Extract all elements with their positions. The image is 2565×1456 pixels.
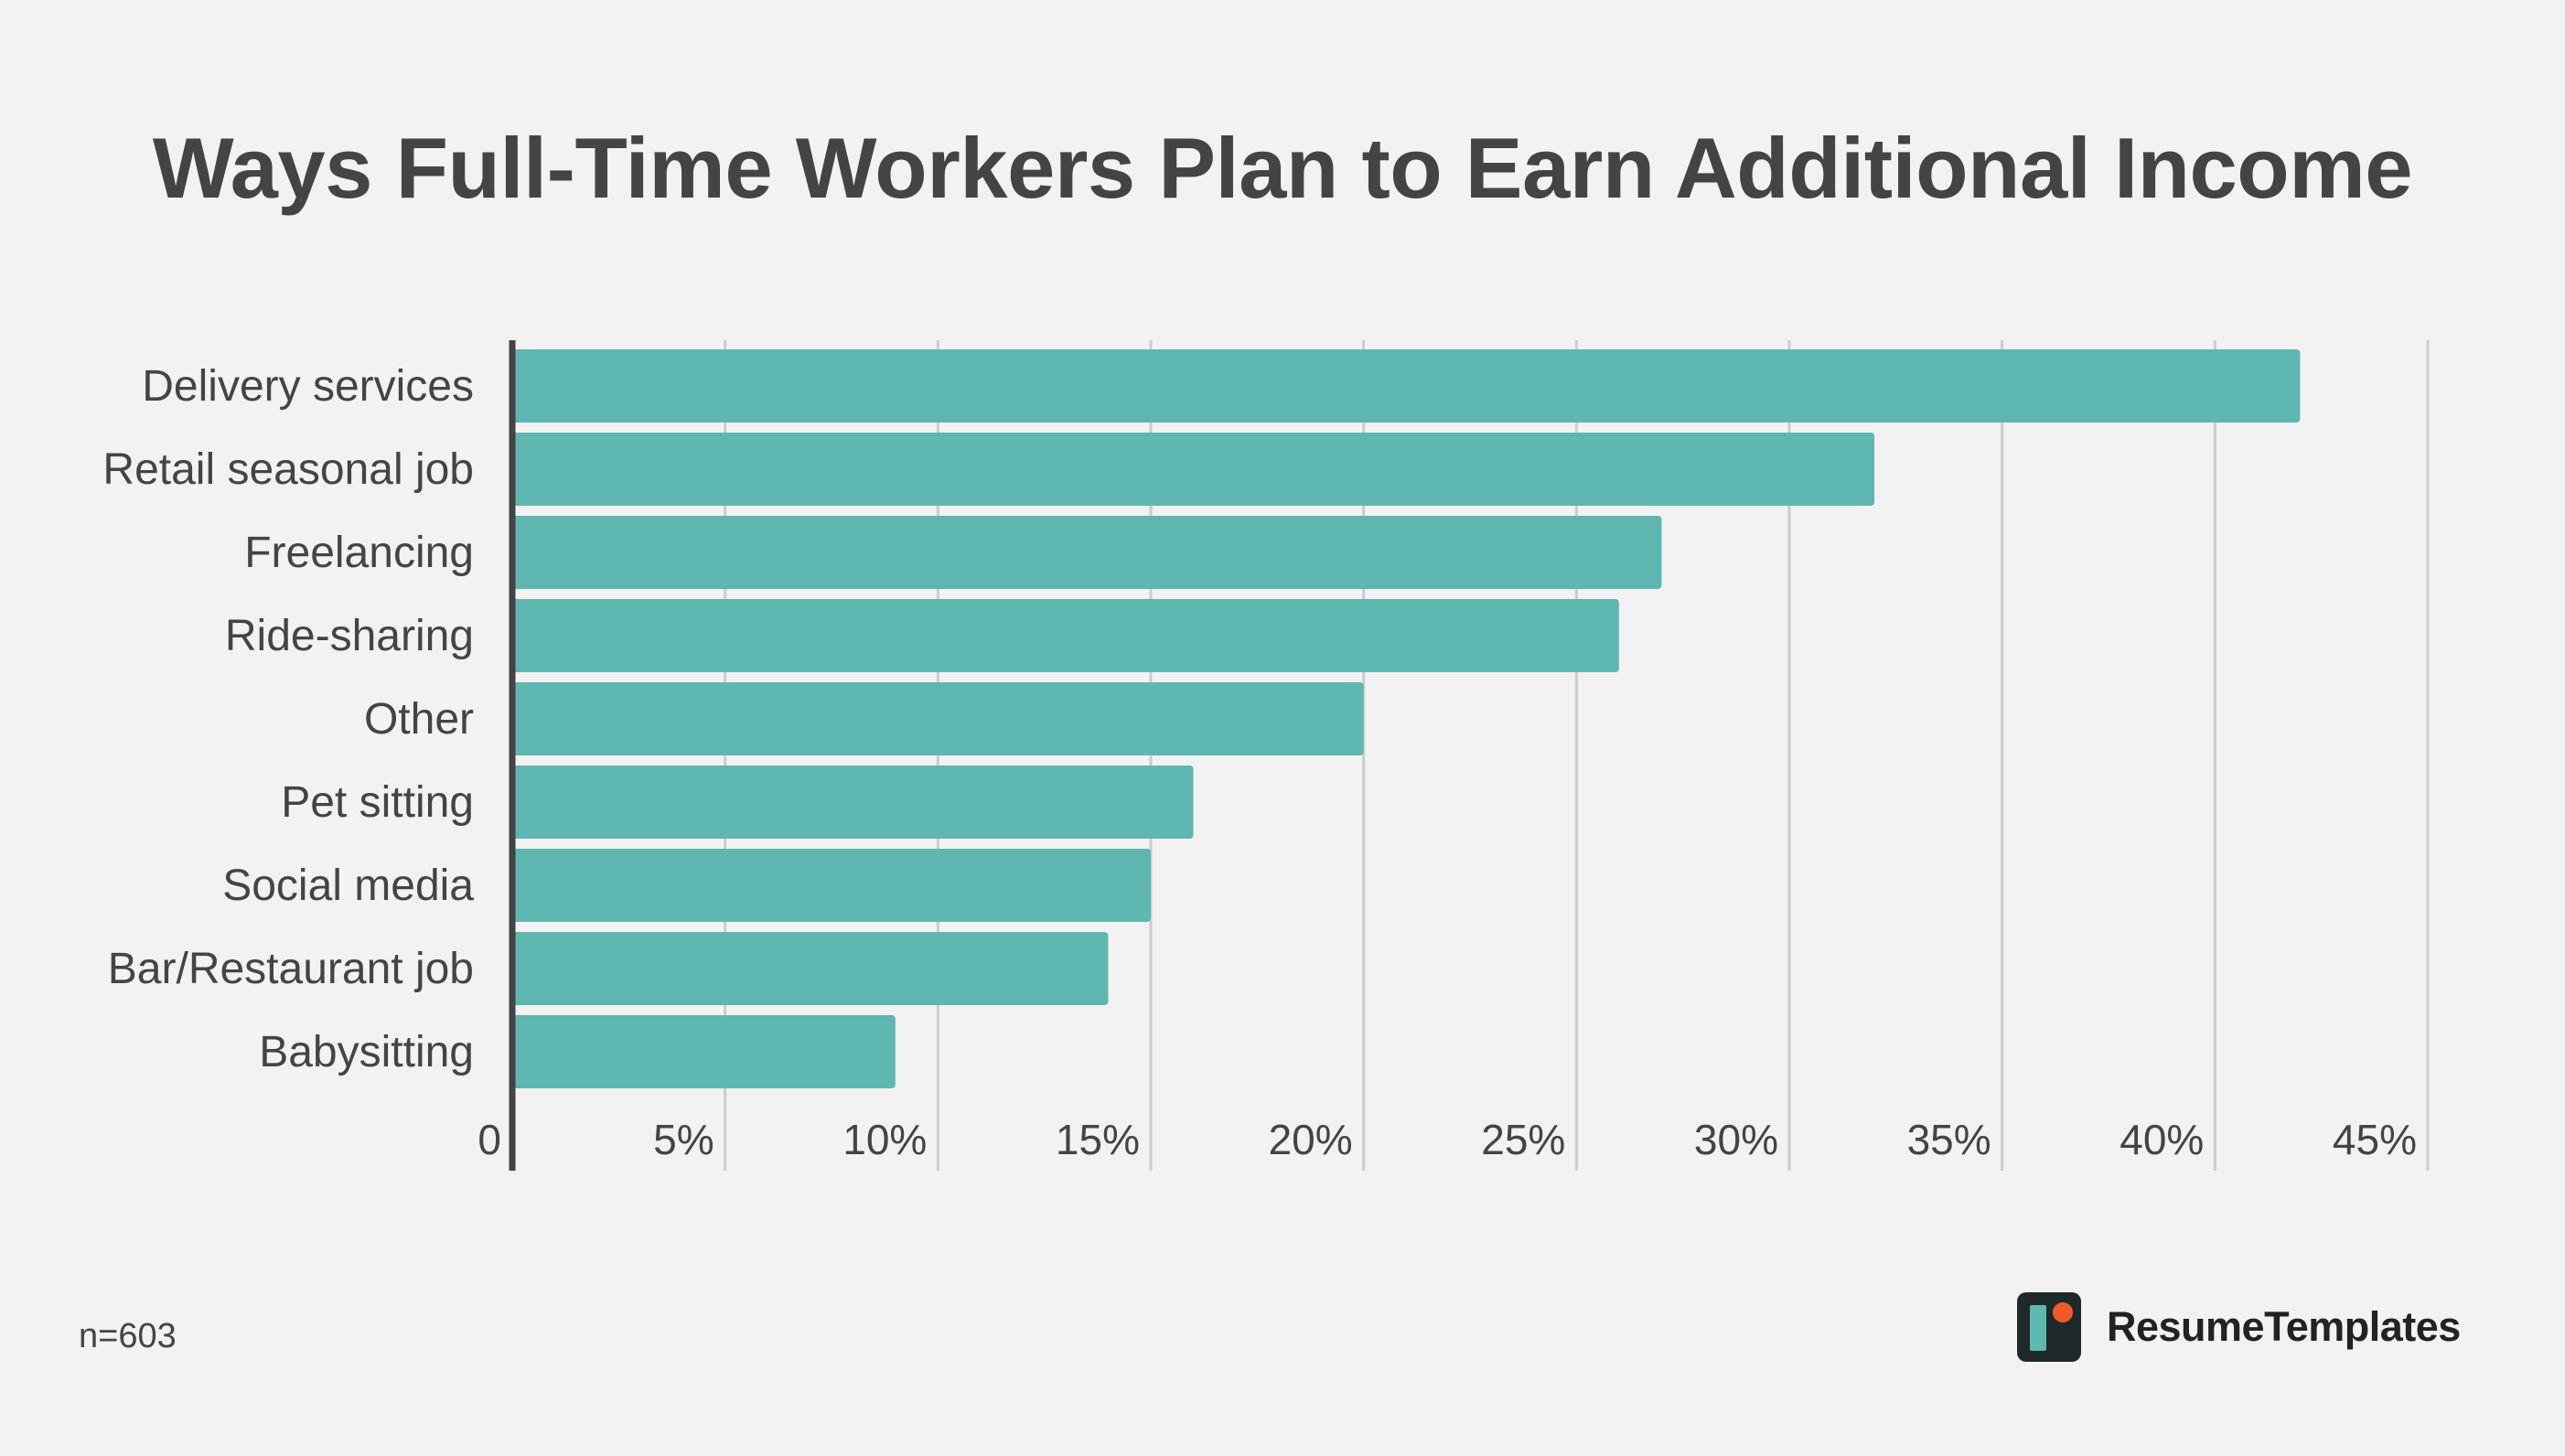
bar bbox=[512, 516, 1662, 589]
category-label: Babysitting bbox=[259, 1028, 474, 1076]
category-labels: Delivery services Retail seasonal job Free… bbox=[102, 362, 474, 1076]
brand-name: ResumeTemplates bbox=[2107, 1303, 2461, 1350]
bars bbox=[512, 349, 2301, 1088]
x-tick-label: 15% bbox=[1056, 1116, 1140, 1163]
bar bbox=[512, 433, 1875, 506]
sample-size-note: n=603 bbox=[79, 1317, 177, 1355]
x-tick-label: 0 bbox=[478, 1116, 501, 1163]
category-label: Bar/Restaurant job bbox=[108, 945, 474, 993]
bar bbox=[512, 765, 1194, 839]
bar bbox=[512, 599, 1619, 672]
bar bbox=[512, 1015, 896, 1088]
chart-title: Ways Full-Time Workers Plan to Earn Addi… bbox=[152, 120, 2413, 216]
x-tick-label: 45% bbox=[2333, 1116, 2417, 1163]
x-tick-label: 20% bbox=[1269, 1116, 1353, 1163]
category-label: Retail seasonal job bbox=[102, 445, 474, 494]
x-tick-label: 5% bbox=[653, 1116, 714, 1163]
category-label: Other bbox=[364, 695, 474, 744]
x-tick-label: 35% bbox=[1907, 1116, 1991, 1163]
category-label: Ride-sharing bbox=[225, 612, 474, 660]
category-label: Social media bbox=[222, 862, 474, 910]
category-label: Delivery services bbox=[142, 362, 474, 411]
bar bbox=[512, 932, 1109, 1005]
resumetemplates-logo-icon bbox=[2017, 1292, 2081, 1362]
bar bbox=[512, 682, 1364, 755]
bar bbox=[512, 849, 1151, 922]
bar bbox=[512, 349, 2301, 423]
category-label: Pet sitting bbox=[281, 778, 474, 827]
x-tick-label: 40% bbox=[2120, 1116, 2204, 1163]
x-tick-labels: 0 5% 10% 15% 20% 25% 30% 35% 40% 45% bbox=[478, 1116, 2417, 1163]
x-tick-label: 10% bbox=[842, 1116, 927, 1163]
x-tick-label: 30% bbox=[1694, 1116, 1778, 1163]
x-tick-label: 25% bbox=[1481, 1116, 1565, 1163]
brand: ResumeTemplates bbox=[2017, 1291, 2461, 1363]
category-label: Freelancing bbox=[244, 529, 474, 577]
